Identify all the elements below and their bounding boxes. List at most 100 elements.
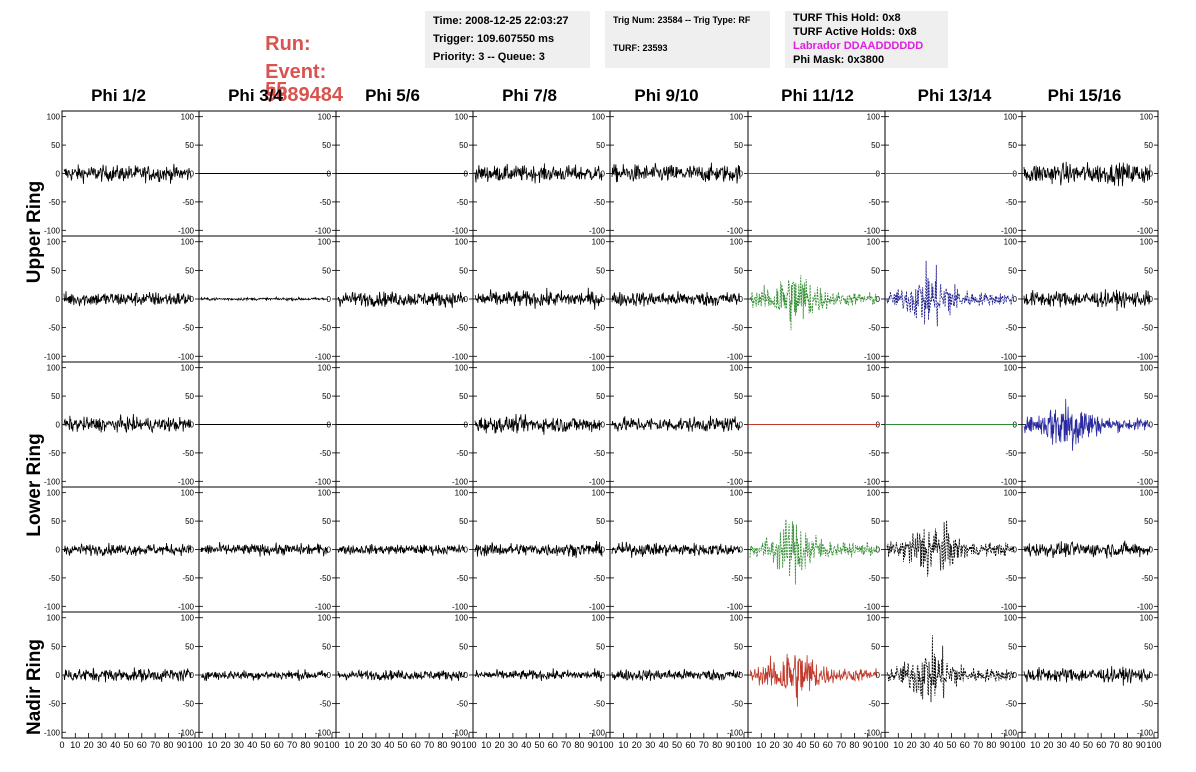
run-number: Run: 55 (254, 10, 311, 102)
trigger-text: Trigger: 109.607550 ms (433, 33, 555, 45)
y-tick-label: 100 (1140, 614, 1154, 623)
y-tick-label: -100 (1137, 728, 1154, 737)
x-tick-label: 0 (59, 740, 64, 750)
y-tick-label: -50 (319, 449, 331, 458)
turf-info-panel: TURF This Hold: 0x8 TURF Active Holds: 0… (785, 11, 948, 68)
x-tick-label: 70 (1109, 740, 1119, 750)
y-tick-label: 0 (601, 546, 606, 555)
y-tick-label: -50 (593, 324, 605, 333)
y-tick-label: 0 (190, 295, 195, 304)
waveform-trace (200, 295, 329, 302)
y-tick-label: 50 (871, 642, 880, 651)
y-tick-label: 100 (1004, 364, 1018, 373)
y-tick-label: -50 (456, 700, 468, 709)
y-tick-label: -100 (178, 477, 195, 486)
y-tick-label: 50 (596, 517, 605, 526)
y-tick-label: 50 (1008, 266, 1017, 275)
y-tick-label: 100 (867, 489, 881, 498)
y-tick-label: 0 (739, 295, 744, 304)
x-tick-label: 70 (561, 740, 571, 750)
y-tick-label: 50 (51, 392, 60, 401)
x-tick-label: 30 (1057, 740, 1067, 750)
y-tick-label: -100 (1001, 352, 1018, 361)
y-tick-label: -50 (319, 198, 331, 207)
x-tick-label: 60 (548, 740, 558, 750)
y-tick-label: 100 (1004, 113, 1018, 122)
x-tick-label: 10 (893, 740, 903, 750)
y-tick-label: -100 (44, 226, 61, 235)
y-tick-label: 0 (1149, 295, 1154, 304)
y-tick-label: -100 (452, 477, 469, 486)
waveform-trace (611, 291, 741, 307)
x-tick-label: 60 (274, 740, 284, 750)
y-tick-label: -100 (864, 602, 881, 611)
y-tick-label: 100 (730, 614, 744, 623)
y-tick-label: 50 (1008, 517, 1017, 526)
x-tick-label: 60 (411, 740, 421, 750)
x-tick-label: 90 (451, 740, 461, 750)
y-tick-label: 50 (459, 642, 468, 651)
y-tick-label: 0 (190, 421, 195, 430)
y-tick-label: 100 (1140, 113, 1154, 122)
y-tick-label: 50 (185, 141, 194, 150)
y-tick-label: -100 (315, 226, 332, 235)
y-tick-label: 50 (185, 517, 194, 526)
y-tick-label: 100 (181, 113, 195, 122)
x-tick-label: 80 (986, 740, 996, 750)
y-tick-label: 0 (1149, 546, 1154, 555)
x-tick-label: 90 (1136, 740, 1146, 750)
y-tick-label: 0 (1013, 546, 1018, 555)
y-tick-label: -100 (1137, 477, 1154, 486)
y-tick-label: -50 (1005, 324, 1017, 333)
y-tick-label: 0 (56, 295, 61, 304)
event-value: 5889484 (265, 84, 343, 106)
y-tick-label: 0 (876, 546, 881, 555)
x-tick-label: 90 (863, 740, 873, 750)
y-tick-label: 0 (739, 421, 744, 430)
x-tick-label: 10 (756, 740, 766, 750)
y-tick-label: -50 (731, 700, 743, 709)
waveform-trace (611, 162, 741, 184)
x-tick-label: 80 (163, 740, 173, 750)
y-tick-label: 100 (455, 614, 469, 623)
x-tick-label: 80 (1123, 740, 1133, 750)
y-tick-label: 50 (1144, 517, 1153, 526)
y-tick-label: -100 (1001, 226, 1018, 235)
y-tick-label: -50 (48, 198, 60, 207)
waveform-trace (1023, 666, 1151, 686)
y-tick-label: -100 (1001, 602, 1018, 611)
y-tick-label: 100 (1004, 238, 1018, 247)
y-tick-label: -100 (452, 602, 469, 611)
y-tick-label: 100 (730, 364, 744, 373)
waveform-trace (63, 163, 192, 184)
x-tick-label: 10 (344, 740, 354, 750)
waveform-trace (1023, 398, 1151, 451)
y-tick-label: 0 (601, 421, 606, 430)
y-tick-label: -100 (452, 352, 469, 361)
x-tick-label: 100 (736, 740, 751, 750)
event-number: Event: 5889484 (254, 38, 343, 107)
y-tick-label: 50 (51, 141, 60, 150)
y-tick-label: -100 (589, 226, 606, 235)
y-tick-label: 100 (867, 614, 881, 623)
y-tick-label: -100 (727, 728, 744, 737)
y-tick-label: 100 (730, 238, 744, 247)
y-tick-label: 50 (322, 517, 331, 526)
y-tick-label: 50 (734, 517, 743, 526)
waveform-trace (474, 287, 603, 310)
y-tick-label: 50 (734, 141, 743, 150)
x-tick-label: 30 (920, 740, 930, 750)
y-tick-label: 100 (592, 489, 606, 498)
y-tick-label: -50 (456, 198, 468, 207)
y-tick-label: -50 (731, 574, 743, 583)
y-tick-label: 100 (730, 489, 744, 498)
y-tick-label: 0 (601, 295, 606, 304)
y-tick-label: 100 (47, 614, 61, 623)
y-tick-label: -100 (178, 728, 195, 737)
waveform-trace (63, 542, 192, 557)
phi-column-header: Phi 11/12 (781, 86, 854, 105)
x-tick-label: 50 (672, 740, 682, 750)
y-tick-label: -50 (1141, 700, 1153, 709)
x-tick-label: 80 (437, 740, 447, 750)
waveform-trace (611, 415, 741, 432)
